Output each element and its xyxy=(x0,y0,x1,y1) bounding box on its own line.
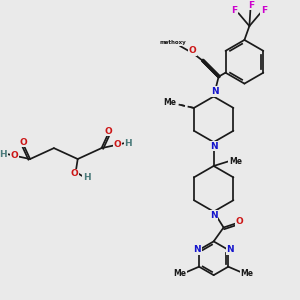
Text: O: O xyxy=(19,138,27,147)
Text: O: O xyxy=(105,127,112,136)
Text: N: N xyxy=(226,245,234,254)
Text: N: N xyxy=(210,211,218,220)
Text: methoxy: methoxy xyxy=(160,40,186,45)
Text: Me: Me xyxy=(174,269,187,278)
Text: O: O xyxy=(71,169,79,178)
Text: H: H xyxy=(0,150,7,159)
Text: Me: Me xyxy=(229,157,242,166)
Text: H: H xyxy=(124,139,132,148)
Text: O: O xyxy=(189,46,197,56)
Text: Me: Me xyxy=(241,269,254,278)
Text: N: N xyxy=(193,245,201,254)
Text: O: O xyxy=(236,217,243,226)
Text: F: F xyxy=(231,6,238,15)
Text: Me: Me xyxy=(164,98,177,107)
Text: O: O xyxy=(113,140,121,148)
Text: H: H xyxy=(83,173,91,182)
Text: F: F xyxy=(261,6,267,15)
Text: N: N xyxy=(210,142,218,151)
Text: F: F xyxy=(248,1,254,10)
Text: N: N xyxy=(211,87,218,96)
Text: O: O xyxy=(10,151,18,160)
